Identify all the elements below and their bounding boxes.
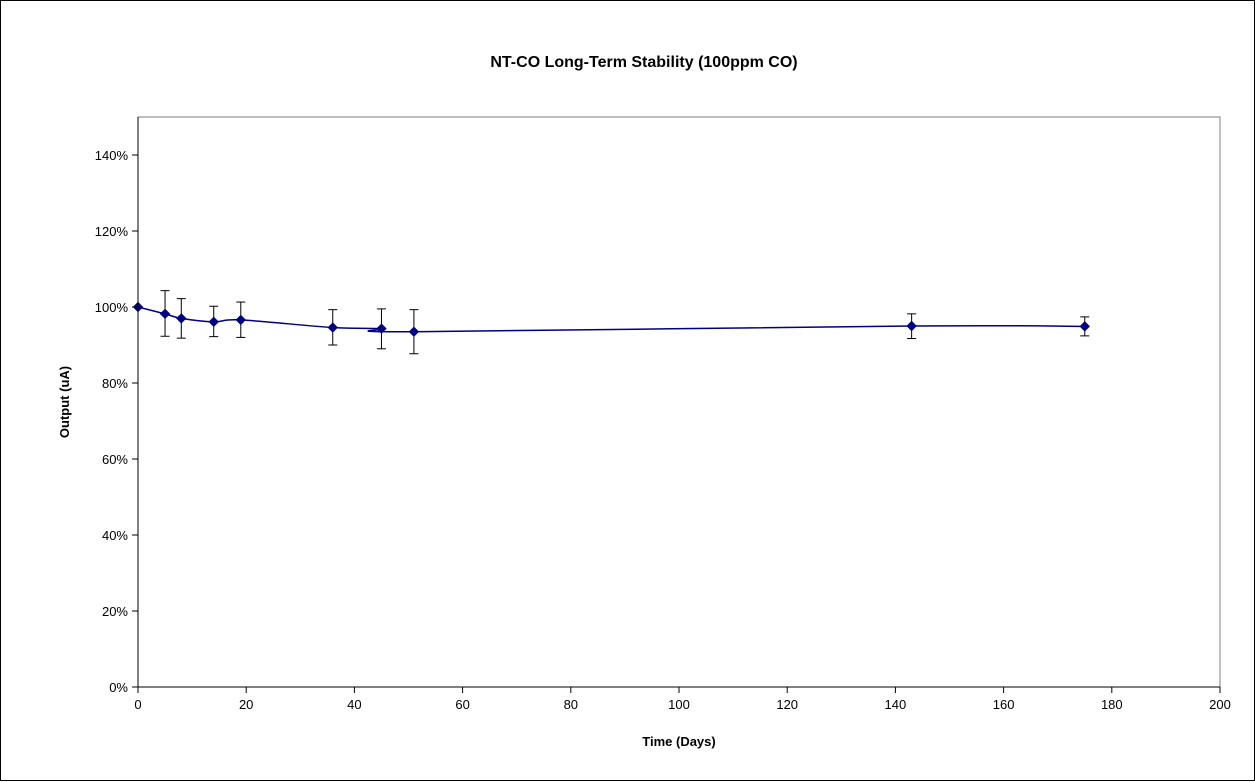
data-point-marker: [1079, 321, 1090, 332]
data-point-marker: [906, 320, 917, 332]
x-tick-label: 160: [993, 697, 1015, 712]
x-tick-label: 180: [1101, 697, 1123, 712]
y-tick-label: 0%: [109, 680, 128, 695]
data-point-marker: [176, 313, 187, 324]
x-tick-label: 140: [885, 697, 907, 712]
y-tick-label: 40%: [102, 528, 128, 543]
x-axis-title: Time (Days): [642, 734, 715, 749]
x-tick-label: 120: [776, 697, 798, 712]
x-tick-label: 60: [455, 697, 469, 712]
chart-title: NT-CO Long-Term Stability (100ppm CO): [490, 54, 797, 71]
y-tick-label: 80%: [102, 376, 128, 391]
data-point-marker: [159, 308, 171, 320]
x-tick-label: 20: [239, 697, 253, 712]
y-axis: 0% 20% 40% 60% 80% 100% 120% 140%: [95, 117, 139, 695]
y-tick-label: 20%: [102, 604, 128, 619]
y-tick-label: 140%: [95, 148, 129, 163]
x-axis: 0 20 40 60 80 100 120 140 160 180 200: [134, 686, 1231, 712]
series-group: [132, 301, 1090, 337]
data-point-marker: [376, 323, 387, 334]
y-tick-label: 100%: [95, 300, 129, 315]
x-tick-label: 40: [347, 697, 361, 712]
x-tick-label: 0: [134, 697, 141, 712]
plot-area: [137, 116, 1221, 688]
x-tick-label: 80: [564, 697, 578, 712]
x-tick-label: 200: [1209, 697, 1231, 712]
y-tick-label: 120%: [95, 224, 129, 239]
data-point-marker: [327, 322, 338, 333]
y-axis-title: Output (uA): [57, 366, 72, 438]
x-tick-label: 100: [668, 697, 690, 712]
data-point-marker: [208, 316, 219, 328]
data-point-marker: [235, 314, 246, 326]
data-point-marker: [408, 326, 420, 337]
y-tick-label: 60%: [102, 452, 128, 467]
